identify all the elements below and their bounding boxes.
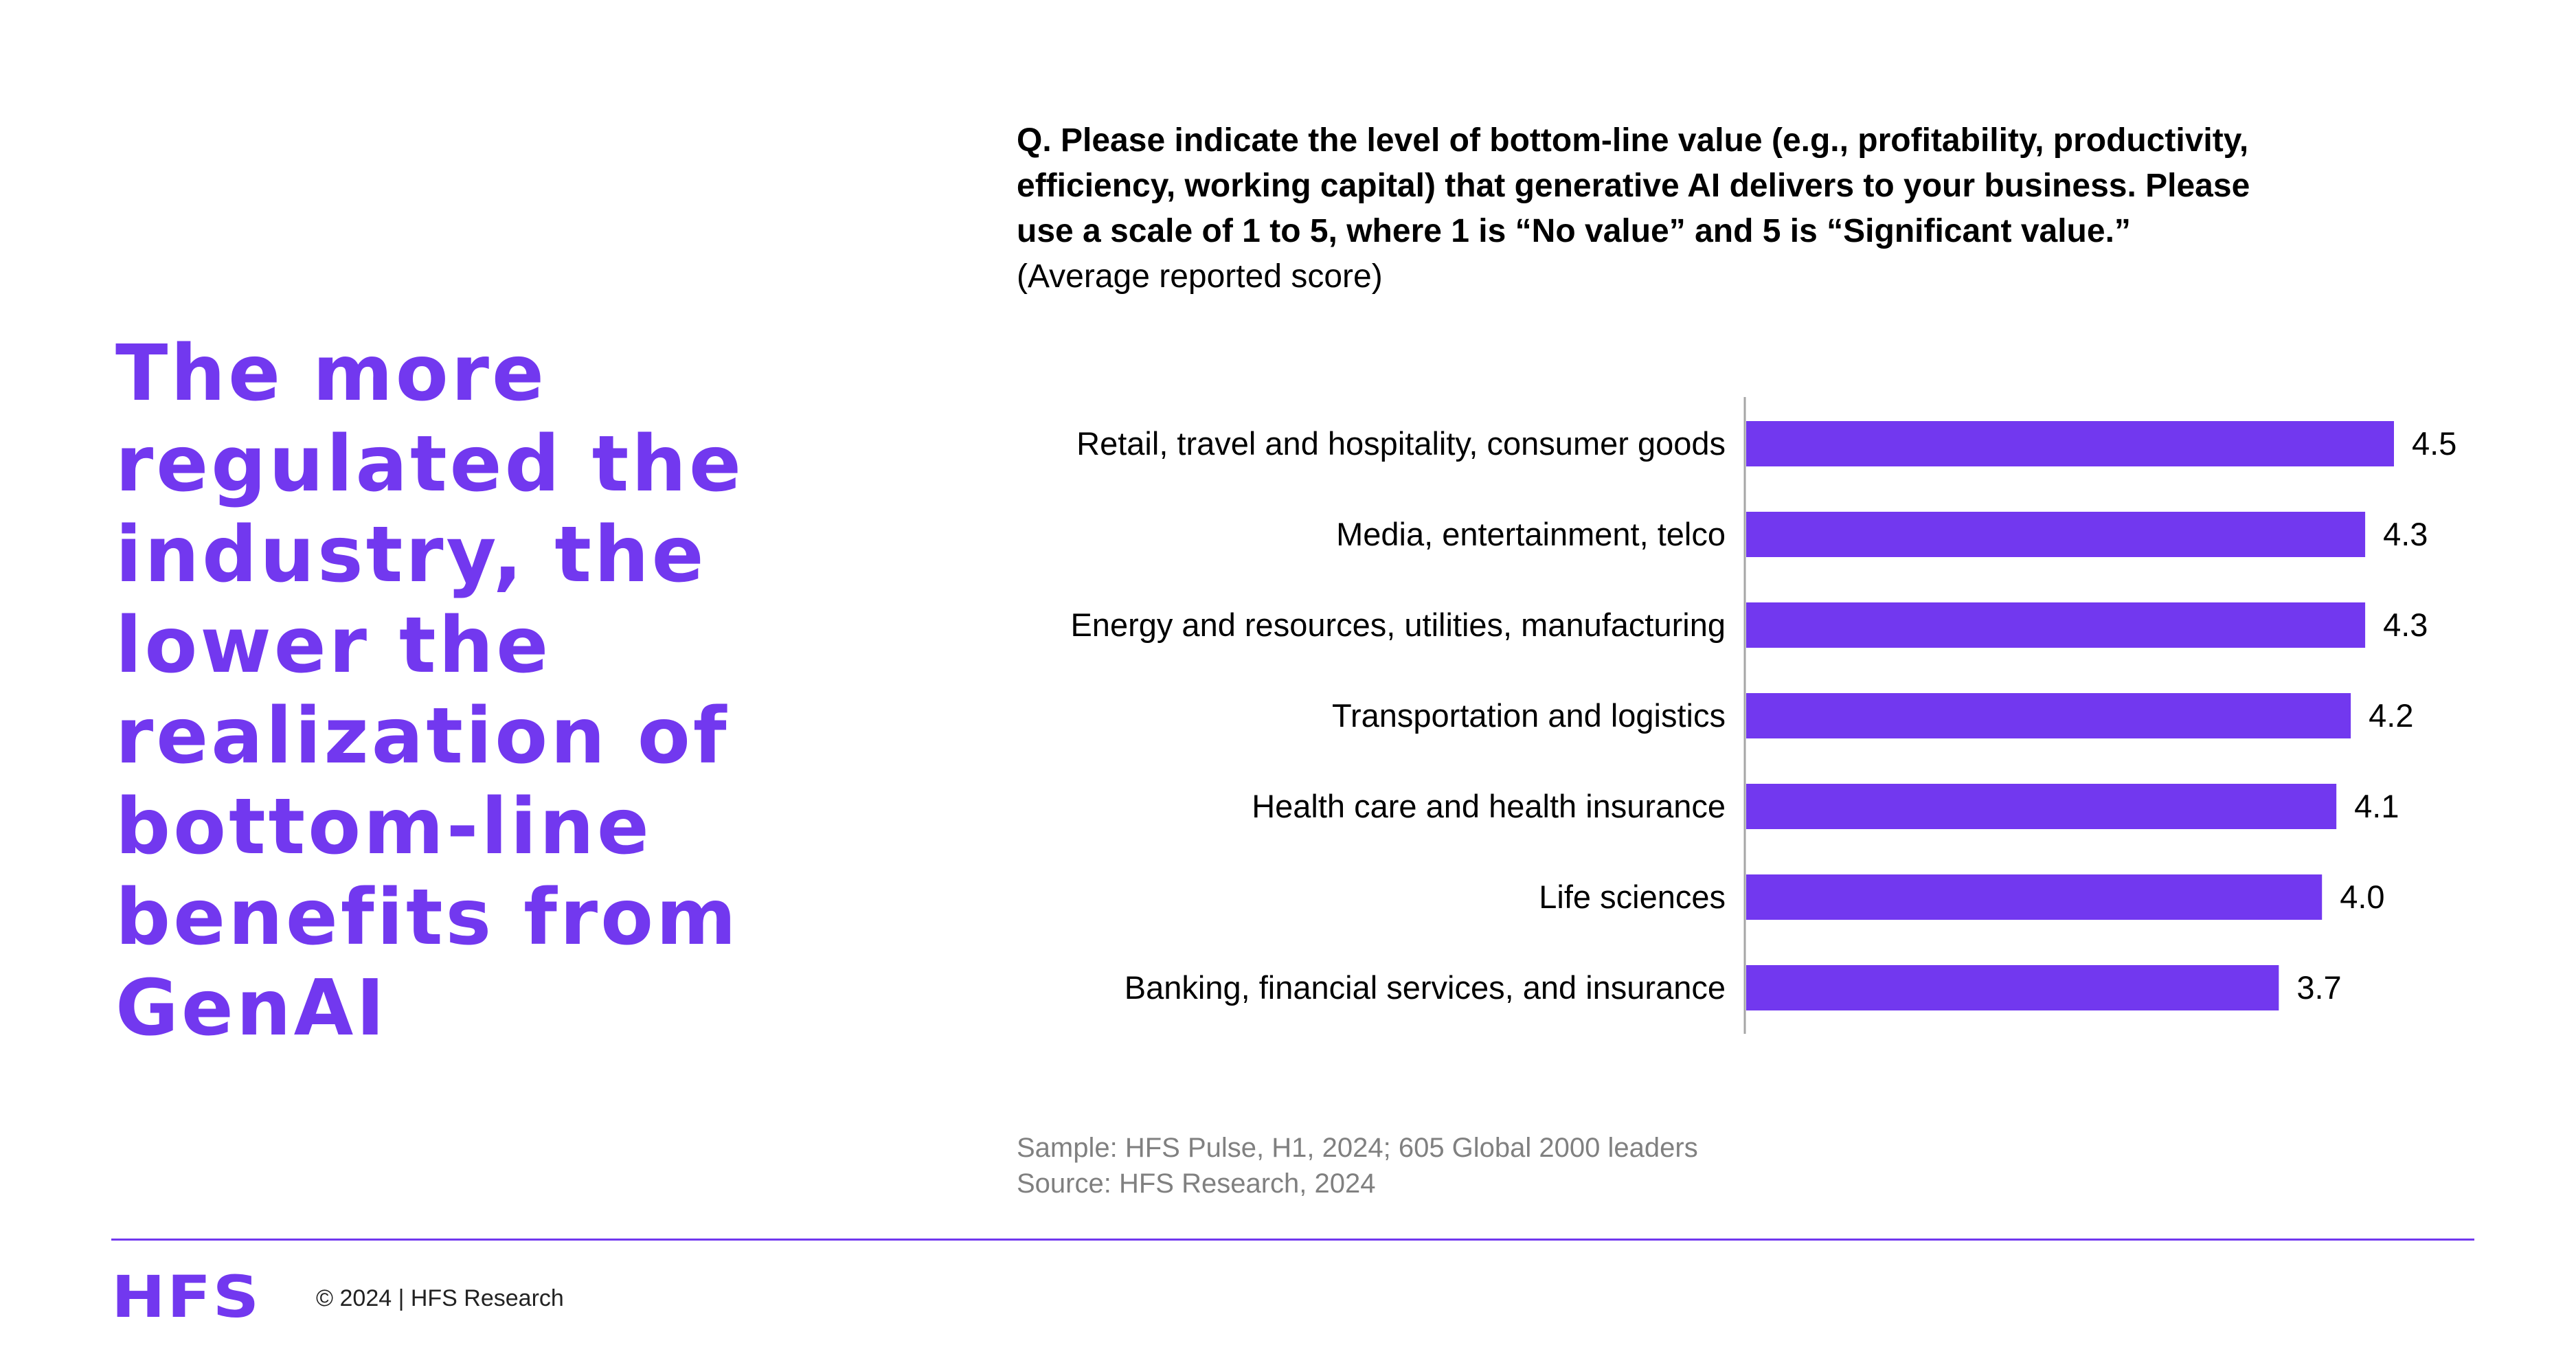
value-label: 4.3 <box>2383 607 2428 643</box>
headline: The more regulated the industry, the low… <box>115 328 926 1054</box>
bar <box>1746 512 2366 557</box>
value-label: 4.3 <box>2383 516 2428 552</box>
headline-line: lower the <box>115 601 552 690</box>
category-label: Energy and resources, utilities, manufac… <box>1070 607 1726 643</box>
question-line: efficiency, working capital) that genera… <box>1017 168 2250 204</box>
value-label: 4.2 <box>2369 697 2413 734</box>
footer-divider <box>111 1239 2474 1241</box>
bar <box>1746 602 2366 648</box>
value-label: 3.7 <box>2296 969 2341 1006</box>
value-label: 4.0 <box>2340 879 2384 915</box>
category-label: Banking, financial services, and insuran… <box>1125 969 1726 1006</box>
bar <box>1746 421 2394 466</box>
headline-line: realization of <box>115 692 730 781</box>
bar <box>1746 693 2351 738</box>
bar <box>1746 965 2279 1010</box>
headline-line: benefits from <box>115 873 739 962</box>
headline-line: GenAI <box>115 964 387 1053</box>
headline-line: regulated the <box>115 420 744 509</box>
headline-line: The more <box>115 329 547 418</box>
question-line: Q. Please indicate the level of bottom-l… <box>1017 122 2249 159</box>
chart-question: Q. Please indicate the level of bottom-l… <box>1017 118 2363 254</box>
copyright-text: © 2024 | HFS Research <box>316 1285 564 1311</box>
value-label: 4.5 <box>2412 425 2456 462</box>
bar <box>1746 784 2337 829</box>
question-line: use a scale of 1 to 5, where 1 is “No va… <box>1017 213 2131 249</box>
category-label: Life sciences <box>1539 879 1726 915</box>
category-label: Media, entertainment, telco <box>1336 516 1726 552</box>
bar <box>1746 874 2323 920</box>
value-label: 4.1 <box>2354 788 2399 824</box>
hfs-logo: HFS <box>111 1263 261 1331</box>
chart-notes: Sample: HFS Pulse, H1, 2024; 605 Global … <box>1017 1130 1698 1201</box>
category-label: Retail, travel and hospitality, consumer… <box>1076 425 1726 462</box>
sample-note: Sample: HFS Pulse, H1, 2024; 605 Global … <box>1017 1133 1698 1163</box>
headline-line: industry, the <box>115 510 707 600</box>
chart-subtitle: (Average reported score) <box>1017 258 1383 295</box>
headline-line: bottom-line <box>115 782 652 872</box>
category-label: Transportation and logistics <box>1332 697 1726 734</box>
source-note: Source: HFS Research, 2024 <box>1017 1168 1376 1199</box>
category-label: Health care and health insurance <box>1252 788 1726 824</box>
